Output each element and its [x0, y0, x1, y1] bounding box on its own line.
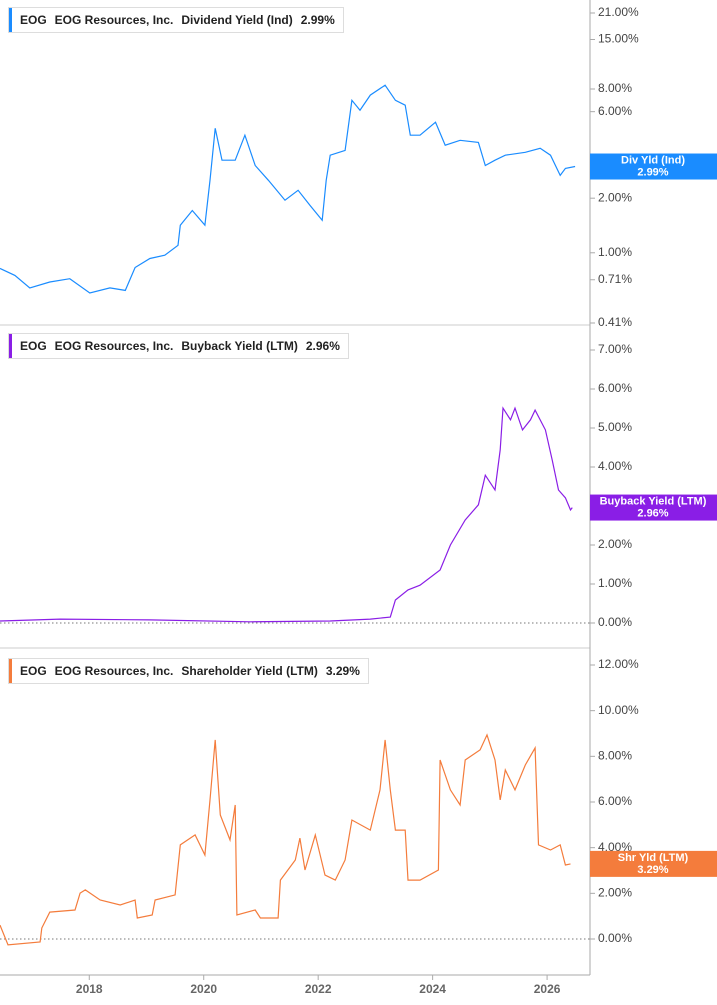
data-line	[0, 406, 573, 623]
y-tick-label: 8.00%	[598, 81, 632, 95]
y-tick-label: 6.00%	[598, 794, 632, 808]
value-tag	[590, 850, 717, 877]
y-tick-label: 6.00%	[598, 381, 632, 395]
y-tick-label: 2.00%	[598, 190, 632, 204]
value-tag	[590, 153, 717, 180]
company: EOG Resources, Inc.	[54, 339, 174, 353]
tag-value: 3.29%	[637, 864, 668, 876]
y-tick-label: 1.00%	[598, 245, 632, 259]
legend: EOG EOG Resources, Inc. Buyback Yield (LTM…	[8, 333, 349, 359]
legend-swatch	[9, 8, 12, 32]
x-tick-label: 2018	[76, 982, 103, 996]
y-tick-label: 21.00%	[598, 5, 639, 19]
legend-label: Dividend Yield (Ind)	[181, 13, 293, 27]
x-tick-label: 2026	[534, 982, 561, 996]
ticker: EOG	[20, 339, 47, 353]
tag-label: Shr Yld (LTM)	[618, 852, 689, 864]
y-tick-label: 0.41%	[598, 315, 632, 329]
tag-value: 2.96%	[637, 507, 668, 519]
y-tick-label: 12.00%	[598, 657, 639, 671]
y-tick-label: 2.00%	[598, 537, 632, 551]
y-tick-label: 1.00%	[598, 576, 632, 590]
last-value: 2.96%	[305, 339, 340, 353]
data-line	[0, 733, 571, 946]
company: EOG Resources, Inc.	[54, 13, 174, 27]
company: EOG Resources, Inc.	[54, 664, 174, 678]
y-tick-label: 2.00%	[598, 886, 632, 900]
tag-value: 2.99%	[637, 166, 668, 178]
legend-label: Buyback Yield (LTM)	[181, 339, 298, 353]
legend-label: Shareholder Yield (LTM)	[181, 664, 318, 678]
y-tick-label: 4.00%	[598, 840, 632, 854]
y-tick-label: 7.00%	[598, 342, 632, 356]
y-tick-label: 0.71%	[598, 272, 632, 286]
x-tick-label: 2024	[419, 982, 446, 996]
value-tag	[590, 494, 717, 521]
y-tick-label: 6.00%	[598, 104, 632, 118]
y-tick-label: 0.00%	[598, 931, 632, 945]
legend: EOG EOG Resources, Inc. Shareholder Yield …	[8, 658, 369, 684]
legend: EOG EOG Resources, Inc. Dividend Yield (In…	[8, 7, 344, 33]
x-tick-label: 2022	[305, 982, 332, 996]
last-value: 3.29%	[325, 664, 360, 678]
tag-label: Div Yld (Ind)	[621, 154, 685, 166]
y-tick-label: 0.00%	[598, 615, 632, 629]
legend-swatch	[9, 334, 12, 358]
data-line	[0, 84, 576, 294]
y-tick-label: 4.00%	[598, 459, 632, 473]
y-tick-label: 5.00%	[598, 420, 632, 434]
ticker: EOG	[20, 664, 47, 678]
ticker: EOG	[20, 13, 47, 27]
y-tick-label: 10.00%	[598, 703, 639, 717]
last-value: 2.99%	[300, 13, 335, 27]
legend-swatch	[9, 659, 12, 683]
y-tick-label: 8.00%	[598, 749, 632, 763]
y-tick-label: 15.00%	[598, 32, 639, 46]
x-tick-label: 2020	[190, 982, 217, 996]
tag-label: Buyback Yield (LTM)	[600, 495, 707, 507]
